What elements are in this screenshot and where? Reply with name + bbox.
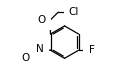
Text: O: O	[21, 52, 29, 63]
Text: Cl: Cl	[69, 7, 79, 17]
Text: N: N	[36, 44, 44, 54]
Text: F: F	[89, 45, 95, 55]
Text: O: O	[38, 15, 46, 25]
